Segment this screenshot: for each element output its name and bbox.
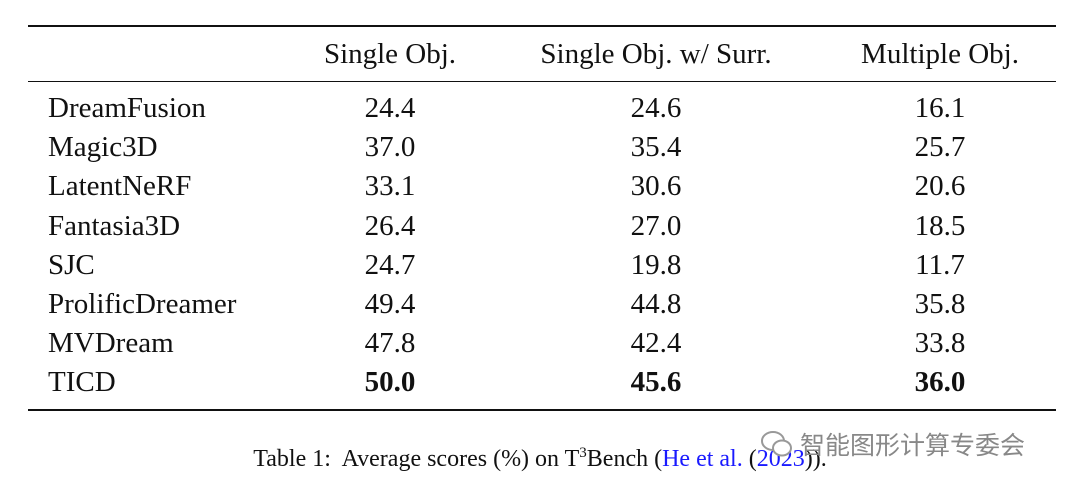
score: 33.1: [364, 170, 416, 203]
method-name: Magic3D: [48, 131, 158, 164]
method-name: LatentNeRF: [48, 170, 192, 203]
score: 30.6: [630, 170, 682, 203]
citation[interactable]: He et al.: [662, 446, 743, 472]
caption-text: Average scores (%) on T: [341, 446, 580, 472]
column-header: Single Obj. w/ Surr.: [540, 38, 772, 70]
caption-sup: 3: [579, 445, 587, 461]
caption-text: (: [742, 446, 757, 472]
score: 27.0: [630, 209, 682, 242]
caption-text: Bench (: [586, 446, 663, 472]
score: 35.8: [914, 288, 966, 320]
score: 42.4: [630, 327, 682, 360]
watermark-text: 智能图形计算专委会: [800, 431, 1026, 460]
score: 45.6: [630, 366, 682, 399]
score: 24.4: [364, 92, 416, 124]
score: 24.7: [364, 248, 416, 281]
score: 19.8: [630, 248, 682, 281]
score: 44.8: [630, 288, 682, 320]
score: 11.7: [915, 248, 965, 281]
score: 35.4: [630, 131, 682, 164]
method-name: SJC: [48, 248, 95, 281]
score: 25.7: [914, 131, 966, 164]
mid-rule: [28, 81, 1056, 82]
caption-label: Table 1:: [253, 446, 331, 472]
score: 49.4: [364, 288, 416, 320]
method-name: MVDream: [48, 327, 174, 360]
score: 18.5: [914, 209, 966, 242]
caption-text: )).: [804, 446, 827, 472]
column-header: Multiple Obj.: [861, 38, 1019, 70]
score: 36.0: [914, 366, 966, 399]
method-name: DreamFusion: [48, 92, 206, 124]
score: 33.8: [914, 327, 966, 360]
score: 26.4: [364, 209, 416, 242]
method-name: Fantasia3D: [48, 209, 181, 242]
method-name: TICD: [48, 366, 116, 399]
score: 24.6: [630, 92, 682, 124]
score: 50.0: [364, 366, 416, 399]
column-header: Single Obj.: [323, 38, 457, 70]
score: 16.1: [914, 92, 966, 124]
bottom-rule: [28, 409, 1056, 411]
watermark: 智能图形计算专委会: [760, 426, 1025, 462]
score: 37.0: [364, 131, 416, 164]
wechat-icon: [761, 431, 792, 457]
score: 47.8: [364, 327, 416, 360]
top-rule: [28, 25, 1056, 27]
score: 20.6: [914, 170, 966, 203]
method-name: ProlificDreamer: [48, 288, 237, 320]
